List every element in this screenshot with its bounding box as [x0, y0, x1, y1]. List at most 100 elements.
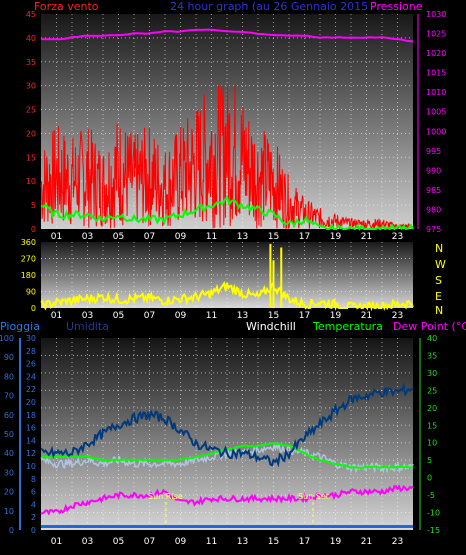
- rain-y-tick: 100: [0, 334, 14, 343]
- wind-y-tick: 20: [26, 129, 36, 138]
- dir-letter-n-bottom: N: [435, 304, 443, 317]
- pressure-y-tick: 980: [426, 205, 441, 214]
- rain-y-tick: 70: [4, 392, 14, 401]
- wind-y-tick: 15: [26, 153, 36, 162]
- wind-y-tick: 35: [26, 58, 36, 67]
- humidity-y-tick: 24: [26, 372, 36, 381]
- direction-x-tick: 13: [237, 311, 248, 321]
- direction-x-tick: 03: [82, 311, 93, 321]
- wind-y-tick: 10: [26, 177, 36, 186]
- humidity-y-tick: 6: [31, 488, 36, 497]
- temp-y-tick: 35: [427, 351, 437, 360]
- direction-y-tick: 270: [21, 255, 36, 264]
- humidity-y-tick: 2: [31, 513, 36, 522]
- wind-title: Forza vento: [34, 0, 99, 13]
- wind-x-tick: 09: [175, 232, 187, 242]
- humidity-y-tick: 16: [26, 424, 36, 433]
- direction-x-tick: 19: [330, 311, 342, 321]
- temp-y-tick: 15: [427, 421, 437, 430]
- wind-x-tick: 23: [392, 232, 403, 242]
- wind-x-tick: 15: [268, 232, 279, 242]
- pressure-y-tick: 975: [426, 225, 441, 234]
- direction-x-tick: 07: [144, 311, 155, 321]
- direction-x-tick: 17: [299, 311, 310, 321]
- wind-y-tick: 0: [31, 225, 36, 234]
- temperature-x-tick: 19: [330, 537, 342, 547]
- direction-x-tick: 05: [113, 311, 124, 321]
- direction-series: [40, 243, 414, 312]
- direction-y-tick: 0: [31, 304, 36, 313]
- rain-y-tick: 50: [4, 430, 14, 439]
- sunset-label: Sun Set: [298, 492, 329, 501]
- temperature-x-tick: 01: [51, 537, 62, 547]
- rain-y-tick: 60: [4, 411, 14, 420]
- rain-bar: [41, 525, 413, 528]
- dewpoint-line: [40, 484, 414, 516]
- humidity-y-tick: 12: [26, 449, 36, 458]
- direction-y-tick: 360: [21, 238, 36, 247]
- temp-y-tick: 20: [427, 404, 437, 413]
- humidity-y-tick: 0: [31, 526, 36, 535]
- humidity-y-tick: 4: [31, 500, 36, 509]
- dir-letter-n-top: N: [435, 242, 443, 255]
- temperature-x-tick: 09: [175, 537, 187, 547]
- dir-letter-s: S: [435, 274, 442, 287]
- direction-x-tick: 01: [51, 311, 62, 321]
- dir-letter-e: E: [435, 290, 442, 303]
- rain-y-tick: 90: [4, 353, 14, 362]
- pressure-y-tick: 995: [426, 147, 441, 156]
- direction-x-tick: 09: [175, 311, 187, 321]
- dir-letter-w: W: [435, 258, 446, 271]
- wind-y-tick: 40: [26, 34, 36, 43]
- humidity-y-tick: 30: [26, 334, 36, 343]
- temperature-x-tick: 13: [237, 537, 248, 547]
- wind-series: [40, 28, 414, 231]
- humidity-y-tick: 10: [26, 462, 36, 471]
- wind-y-tick: 45: [26, 10, 36, 19]
- humidity-y-tick: 8: [31, 475, 36, 484]
- temp-y-tick: -5: [427, 491, 435, 500]
- rain-title: Pioggia: [0, 320, 40, 333]
- wind-x-tick: 05: [113, 232, 124, 242]
- pressure-y-tick: 1000: [426, 127, 446, 136]
- temperature-x-tick: 21: [361, 537, 372, 547]
- wind-x-tick: 21: [361, 232, 372, 242]
- wind-x-tick: 11: [206, 232, 217, 242]
- wind-x-tick: 17: [299, 232, 310, 242]
- temp-y-tick: 10: [427, 439, 437, 448]
- temp-y-tick: 30: [427, 369, 437, 378]
- date-title: 24 hour graph (au 26 Gennaio 2015: [170, 0, 368, 13]
- pressure-y-tick: 1020: [426, 49, 446, 58]
- wind-x-tick: 01: [51, 232, 62, 242]
- wind-y-tick: 30: [26, 82, 36, 91]
- temperature-x-tick: 15: [268, 537, 279, 547]
- direction-y-tick: 180: [21, 271, 36, 280]
- humidity-y-tick: 14: [26, 436, 36, 445]
- temp-y-tick: 25: [427, 386, 437, 395]
- rain-y-tick: 40: [4, 449, 14, 458]
- wind-direction-line: [40, 281, 414, 312]
- temperature-title: Temperatura: [312, 320, 383, 333]
- dewpoint-title: Dew Point (°C): [393, 320, 466, 333]
- pressure-y-tick: 985: [426, 186, 441, 195]
- pressure-y-tick: 1030: [426, 10, 446, 19]
- direction-y-tick: 90: [26, 288, 36, 297]
- temperature-x-tick: 11: [206, 537, 217, 547]
- temp-y-tick: -10: [427, 509, 440, 518]
- direction-x-tick: 23: [392, 311, 403, 321]
- wind-average-line: [40, 194, 414, 231]
- temperature-grid: [41, 338, 413, 530]
- humidity-title: Umidita: [66, 320, 109, 333]
- humidity-y-tick: 18: [26, 411, 36, 420]
- direction-x-tick: 11: [206, 311, 217, 321]
- humidity-y-tick: 20: [26, 398, 36, 407]
- temp-y-tick: 5: [427, 456, 432, 465]
- direction-x-tick: 21: [361, 311, 372, 321]
- windchill-title: Windchill: [246, 320, 296, 333]
- temp-y-tick: 40: [427, 334, 437, 343]
- rain-y-tick: 0: [9, 526, 14, 535]
- temperature-series: [40, 381, 414, 516]
- wind-x-tick: 07: [144, 232, 155, 242]
